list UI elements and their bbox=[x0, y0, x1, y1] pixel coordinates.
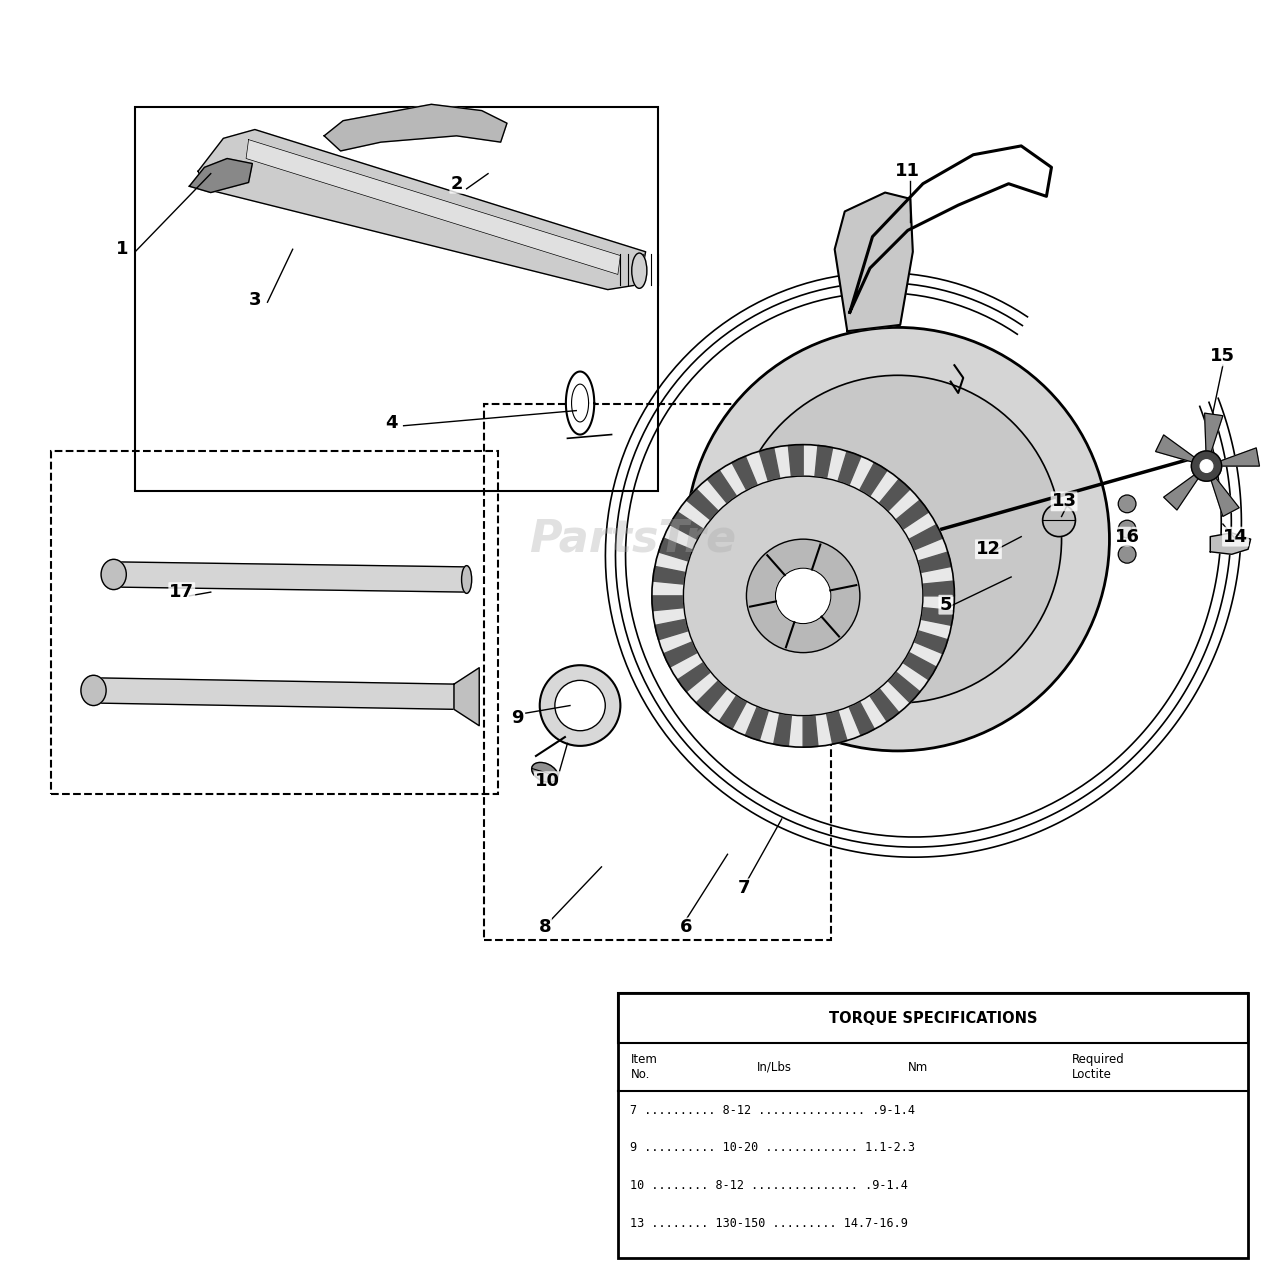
Polygon shape bbox=[920, 608, 953, 626]
Circle shape bbox=[1118, 520, 1136, 538]
Circle shape bbox=[1200, 460, 1213, 472]
Polygon shape bbox=[746, 707, 768, 741]
Text: Required
Loctite: Required Loctite bbox=[1071, 1053, 1124, 1082]
Text: 7: 7 bbox=[738, 879, 751, 897]
Polygon shape bbox=[827, 710, 847, 744]
Polygon shape bbox=[653, 566, 686, 584]
Polygon shape bbox=[94, 678, 454, 709]
Text: 9: 9 bbox=[510, 709, 523, 727]
Text: Item
No.: Item No. bbox=[630, 1053, 657, 1082]
Text: 15: 15 bbox=[1210, 347, 1236, 365]
Circle shape bbox=[734, 375, 1062, 703]
Polygon shape bbox=[879, 479, 910, 511]
Ellipse shape bbox=[462, 566, 472, 594]
Text: 8: 8 bbox=[538, 918, 551, 937]
Text: 10: 10 bbox=[534, 772, 560, 790]
Circle shape bbox=[686, 328, 1109, 751]
Text: PartsTre: PartsTre bbox=[529, 517, 737, 561]
Polygon shape bbox=[655, 620, 689, 640]
Text: In/Lbs: In/Lbs bbox=[757, 1061, 791, 1074]
Circle shape bbox=[1191, 451, 1222, 481]
Polygon shape bbox=[732, 456, 757, 490]
Text: 17: 17 bbox=[170, 584, 194, 602]
Polygon shape bbox=[789, 444, 803, 476]
Polygon shape bbox=[696, 681, 727, 713]
Ellipse shape bbox=[81, 676, 106, 705]
Polygon shape bbox=[1210, 532, 1251, 554]
Polygon shape bbox=[815, 445, 833, 479]
Text: Nm: Nm bbox=[908, 1061, 928, 1074]
Circle shape bbox=[539, 666, 620, 746]
Polygon shape bbox=[663, 641, 698, 667]
Polygon shape bbox=[1206, 466, 1239, 516]
Polygon shape bbox=[1206, 448, 1260, 466]
Polygon shape bbox=[1205, 413, 1223, 466]
Polygon shape bbox=[324, 104, 506, 151]
Polygon shape bbox=[870, 689, 899, 722]
Circle shape bbox=[1118, 495, 1136, 513]
Text: 7 .......... 8-12 ............... .9-1.4: 7 .......... 8-12 ............... .9-1.4 bbox=[630, 1103, 915, 1116]
Polygon shape bbox=[708, 470, 737, 503]
Text: 12: 12 bbox=[976, 540, 1001, 558]
Text: 2: 2 bbox=[451, 174, 463, 193]
Circle shape bbox=[684, 476, 923, 716]
Circle shape bbox=[1043, 504, 1075, 536]
Polygon shape bbox=[860, 462, 887, 497]
Polygon shape bbox=[719, 695, 747, 730]
Polygon shape bbox=[199, 129, 646, 289]
Text: 11: 11 bbox=[895, 163, 920, 180]
Polygon shape bbox=[114, 562, 467, 593]
Text: 9 .......... 10-20 ............. 1.1-2.3: 9 .......... 10-20 ............. 1.1-2.3 bbox=[630, 1142, 915, 1155]
Circle shape bbox=[747, 539, 860, 653]
Polygon shape bbox=[246, 140, 620, 274]
Polygon shape bbox=[903, 653, 937, 680]
Polygon shape bbox=[914, 631, 948, 654]
Text: TORQUE SPECIFICATIONS: TORQUE SPECIFICATIONS bbox=[829, 1011, 1037, 1025]
Ellipse shape bbox=[532, 763, 558, 782]
Text: 14: 14 bbox=[1223, 527, 1248, 545]
Circle shape bbox=[652, 444, 955, 748]
Polygon shape bbox=[834, 192, 913, 332]
Polygon shape bbox=[670, 512, 704, 539]
Polygon shape bbox=[774, 713, 791, 746]
Polygon shape bbox=[190, 159, 252, 192]
Polygon shape bbox=[454, 668, 480, 726]
Text: 4: 4 bbox=[385, 415, 398, 433]
Polygon shape bbox=[1163, 466, 1206, 509]
Text: 16: 16 bbox=[1114, 527, 1139, 545]
Text: 3: 3 bbox=[248, 291, 261, 308]
Ellipse shape bbox=[632, 253, 647, 288]
Polygon shape bbox=[909, 525, 943, 550]
Polygon shape bbox=[566, 371, 594, 434]
Polygon shape bbox=[652, 596, 684, 611]
Polygon shape bbox=[1156, 435, 1206, 466]
Polygon shape bbox=[887, 672, 920, 703]
Ellipse shape bbox=[101, 559, 127, 590]
Polygon shape bbox=[686, 489, 719, 520]
Polygon shape bbox=[896, 500, 929, 530]
Polygon shape bbox=[918, 552, 952, 572]
Text: 6: 6 bbox=[680, 918, 693, 937]
Polygon shape bbox=[849, 701, 875, 736]
Text: 5: 5 bbox=[939, 595, 952, 613]
Circle shape bbox=[1118, 545, 1136, 563]
Circle shape bbox=[555, 681, 605, 731]
Text: 1: 1 bbox=[116, 241, 129, 259]
Polygon shape bbox=[677, 663, 710, 691]
Text: 10 ........ 8-12 ............... .9-1.4: 10 ........ 8-12 ............... .9-1.4 bbox=[630, 1179, 908, 1192]
Polygon shape bbox=[923, 581, 955, 596]
Polygon shape bbox=[760, 448, 780, 481]
Text: 13 ........ 130-150 ......... 14.7-16.9: 13 ........ 130-150 ......... 14.7-16.9 bbox=[630, 1217, 908, 1230]
Circle shape bbox=[776, 568, 830, 623]
Polygon shape bbox=[838, 451, 861, 485]
Polygon shape bbox=[803, 716, 818, 748]
Text: 13: 13 bbox=[1052, 493, 1076, 511]
Polygon shape bbox=[658, 538, 693, 561]
